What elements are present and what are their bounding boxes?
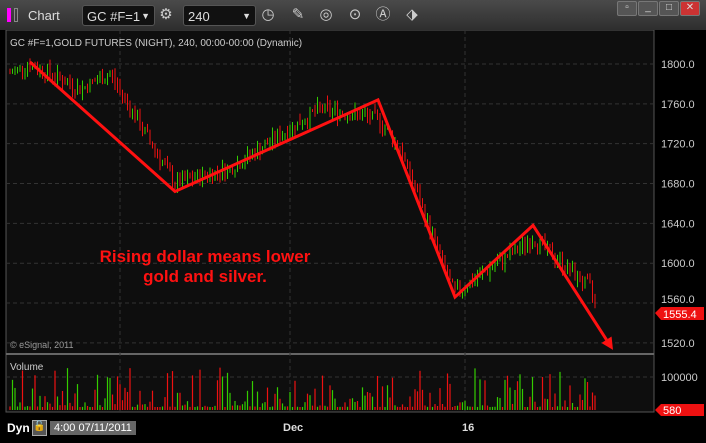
y-tick-label: 1520.0 [661,338,695,350]
color-marker [7,8,11,22]
trendline [29,60,608,341]
cursor-time: 4:00 07/11/2011 [50,421,136,435]
interval-value: 240 [188,9,210,24]
y-tick-label: 1720.0 [661,139,695,151]
restore-button[interactable]: ▫ [617,1,637,16]
close-button[interactable]: ✕ [680,1,700,16]
alert-icon[interactable]: Ⓐ [375,6,391,23]
chevron-down-icon: ▼ [141,11,150,21]
chevron-down-icon: ▼ [242,11,251,21]
y-tick-label: 1640.0 [661,218,695,230]
window-title: Chart [28,8,60,23]
x-label: Dec [283,422,304,434]
annotation-line-1: Rising dollar means lower [100,247,311,266]
lock-icon[interactable]: 🔓 [32,420,47,436]
clock-icon[interactable]: ◷ [261,6,275,23]
play-icon[interactable]: ⊙ [348,6,362,23]
gear-icon[interactable]: ⚙ [159,6,173,23]
y-tick-label: 1800.0 [661,59,695,71]
x-label: 16 [462,422,475,434]
minimize-button[interactable]: _ [638,1,658,16]
last-volume-badge [655,404,704,416]
y-tick-label: 1560.0 [661,294,695,306]
symbol-input[interactable]: GC #F=1 ▼ [82,5,155,26]
link-icon[interactable]: ⬗ [406,6,418,23]
interval-input[interactable]: 240 ▼ [183,5,256,26]
y-tick-label: 1600.0 [661,258,695,270]
study-icon[interactable]: ◎ [319,6,333,23]
copyright: © eSignal, 2011 [10,340,74,350]
y-tick-label: 1680.0 [661,179,695,191]
last-price: 1555.4 [663,309,697,321]
chart-header: GC #F=1,GOLD FUTURES (NIGHT), 240, 00:00… [10,38,302,49]
title-bar: Chart GC #F=1 ▼ ⚙ 240 ▼ ◷ ✎ ◎ ⊙ Ⓐ ⬗ ▫ _ □ … [0,0,706,30]
volume-label: Volume [10,362,44,373]
y-tick-label: 1760.0 [661,99,695,111]
last-price-badge [655,307,704,320]
annotation-line-2: gold and silver. [143,267,267,286]
pencil-icon[interactable]: ✎ [291,6,305,23]
color-marker-2 [14,8,18,22]
arrow-head-icon [601,336,613,350]
last-volume: 580 [663,405,681,417]
volume-tick: 100000 [661,372,698,384]
symbol-value: GC #F=1 [87,9,141,24]
maximize-button[interactable]: □ [659,1,679,16]
price-chart[interactable]: GC #F=1,GOLD FUTURES (NIGHT), 240, 00:00… [0,30,706,443]
mode-label: Dyn [7,421,30,435]
